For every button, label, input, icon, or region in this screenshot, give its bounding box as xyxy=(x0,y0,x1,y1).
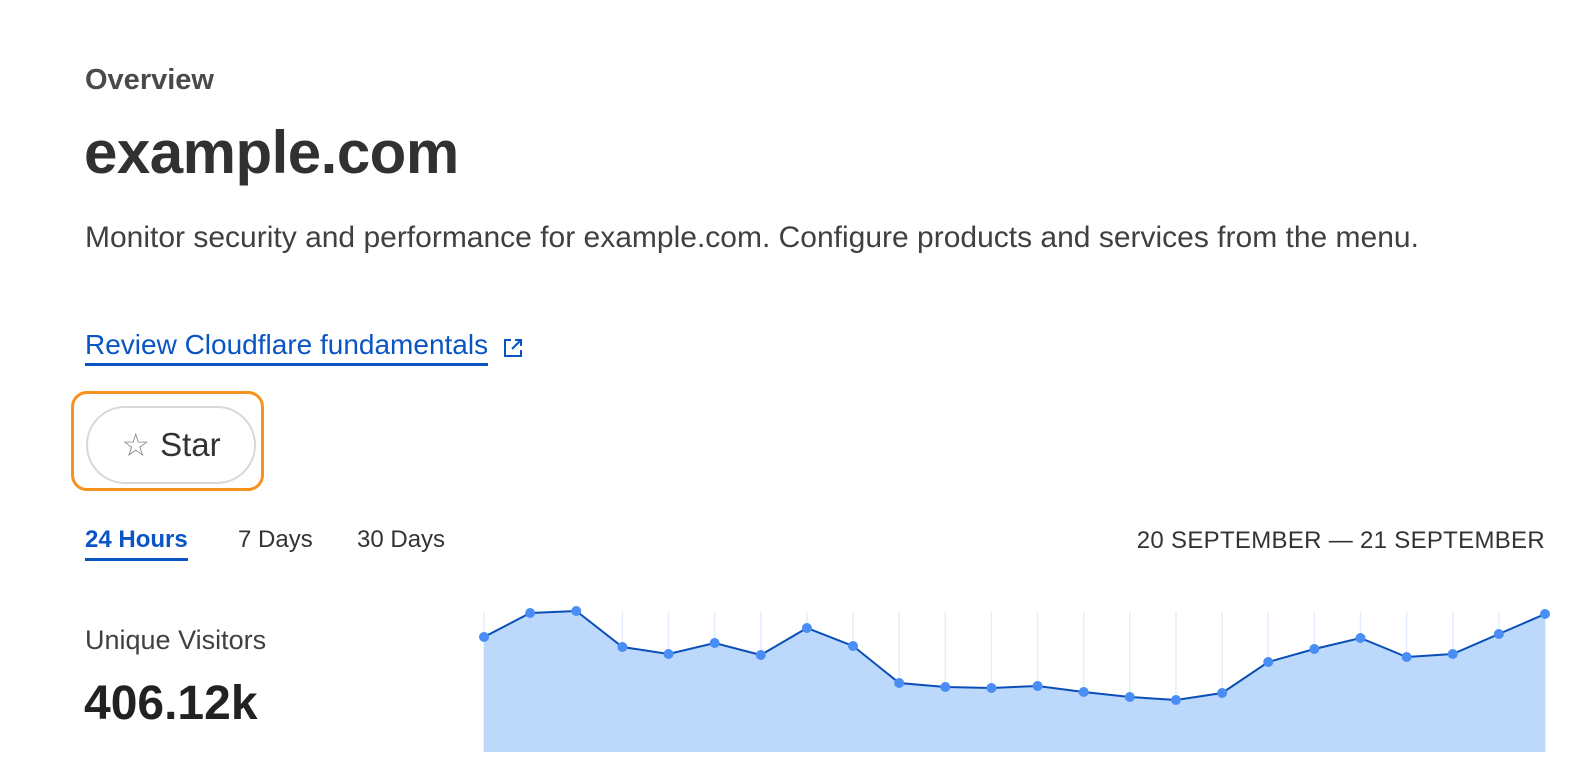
data-point xyxy=(848,641,859,651)
data-point xyxy=(1217,688,1228,698)
fundamentals-link[interactable]: Review Cloudflare fundamentals xyxy=(85,329,524,366)
tab-30-days[interactable]: 30 Days xyxy=(357,526,446,553)
tab-24-hours[interactable]: 24 Hours xyxy=(85,526,188,561)
data-point xyxy=(1078,687,1089,697)
data-point xyxy=(1309,644,1320,654)
data-point xyxy=(663,649,674,659)
series-line xyxy=(483,609,1546,702)
focus-ring xyxy=(71,391,264,491)
data-point xyxy=(617,642,628,652)
data-point xyxy=(986,683,997,693)
data-point xyxy=(940,682,951,692)
data-point xyxy=(1124,692,1135,702)
breadcrumb: Overview xyxy=(85,64,214,96)
data-point xyxy=(709,638,720,648)
star-button-label: Star xyxy=(160,426,221,463)
star-outline-icon: ☆ xyxy=(121,427,151,463)
tab-7-days[interactable]: 7 Days xyxy=(238,526,313,553)
metric-label: Unique Visitors xyxy=(85,625,267,655)
data-point xyxy=(1355,633,1366,643)
data-point xyxy=(1447,649,1458,659)
data-point xyxy=(1493,629,1504,639)
area-fill xyxy=(484,611,1545,752)
external-link-icon xyxy=(504,338,523,357)
data-point xyxy=(1401,652,1412,662)
data-point xyxy=(525,608,536,618)
data-point xyxy=(1263,657,1274,667)
metric-value: 406.12k xyxy=(84,677,258,730)
data-point xyxy=(1032,681,1043,691)
data-point xyxy=(1170,695,1181,705)
data-point xyxy=(894,678,905,688)
data-point xyxy=(571,606,582,616)
data-point xyxy=(755,650,766,660)
page-title: example.com xyxy=(84,119,459,186)
fundamentals-link-label: Review Cloudflare fundamentals xyxy=(85,329,489,366)
data-point xyxy=(801,623,812,633)
date-range: 20 SEPTEMBER — 21 SEPTEMBER xyxy=(1136,527,1545,554)
data-point xyxy=(1540,609,1550,619)
star-button[interactable]: ☆ Star xyxy=(86,406,256,484)
data-point xyxy=(479,632,489,642)
page-description: Monitor security and performance for exa… xyxy=(85,221,1419,254)
